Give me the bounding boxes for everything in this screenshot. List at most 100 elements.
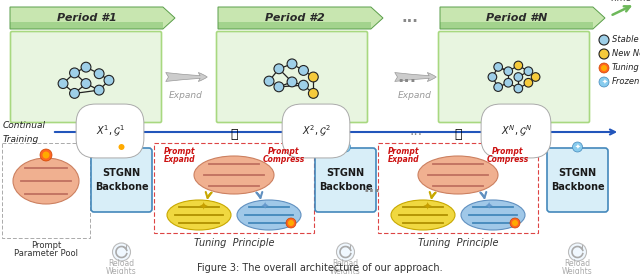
Text: Tuning: Tuning [612, 64, 640, 73]
Text: Frozen: Frozen [612, 78, 640, 87]
Text: ...: ... [410, 124, 422, 138]
Circle shape [94, 85, 104, 95]
Circle shape [531, 73, 540, 81]
Circle shape [40, 149, 52, 161]
Text: STGNN: STGNN [102, 168, 141, 178]
Circle shape [58, 79, 68, 89]
Circle shape [504, 78, 513, 87]
FancyBboxPatch shape [315, 148, 376, 212]
Circle shape [308, 72, 318, 82]
Text: Tuning  Principle: Tuning Principle [194, 238, 275, 248]
Text: 💡: 💡 [230, 129, 237, 141]
Text: STGNN: STGNN [326, 168, 365, 178]
Circle shape [308, 89, 318, 98]
Text: New Node: New Node [612, 50, 640, 59]
Text: Weights: Weights [562, 267, 593, 274]
Text: Training: Training [3, 135, 39, 144]
Circle shape [113, 243, 131, 261]
Text: Reload: Reload [332, 259, 358, 269]
Text: Expand: Expand [388, 155, 420, 164]
Text: ✦: ✦ [422, 202, 432, 212]
Circle shape [274, 64, 284, 74]
Circle shape [599, 63, 609, 73]
Circle shape [504, 67, 513, 76]
Circle shape [70, 68, 79, 78]
Text: $X^N,\mathcal{G}^N$: $X^N,\mathcal{G}^N$ [500, 124, 531, 138]
Text: ✦: ✦ [342, 144, 348, 150]
Circle shape [286, 218, 296, 228]
Circle shape [81, 79, 91, 89]
Text: Period #2: Period #2 [264, 13, 324, 23]
Text: STGNN: STGNN [559, 168, 596, 178]
Text: ✦: ✦ [198, 202, 208, 212]
Text: Expand: Expand [398, 91, 432, 100]
Text: $X^1,\mathcal{G}^1$: $X^1,\mathcal{G}^1$ [95, 124, 124, 138]
Text: ...: ... [364, 181, 380, 196]
Circle shape [340, 142, 351, 152]
Text: Prompt: Prompt [492, 147, 524, 156]
Circle shape [524, 67, 532, 76]
Circle shape [494, 83, 502, 92]
Circle shape [599, 35, 609, 45]
Text: Reload: Reload [108, 259, 134, 269]
Circle shape [512, 220, 518, 226]
Ellipse shape [461, 200, 525, 230]
Polygon shape [218, 7, 371, 29]
Circle shape [488, 73, 497, 81]
Circle shape [568, 243, 586, 261]
Text: ✦: ✦ [261, 202, 269, 212]
Text: Parameter Pool: Parameter Pool [14, 250, 78, 258]
Polygon shape [10, 22, 163, 29]
Polygon shape [593, 7, 605, 29]
Circle shape [337, 243, 355, 261]
Circle shape [510, 218, 520, 228]
Circle shape [264, 76, 274, 86]
Circle shape [514, 73, 523, 81]
Text: Reload: Reload [564, 259, 591, 269]
Text: Prompt: Prompt [31, 241, 61, 250]
Text: Prompt: Prompt [388, 147, 420, 156]
Text: Weights: Weights [330, 267, 361, 274]
Circle shape [573, 142, 582, 152]
Text: Weights: Weights [106, 267, 137, 274]
Text: Figure 3: The overall architecture of our approach.: Figure 3: The overall architecture of ou… [197, 263, 443, 273]
Text: Time: Time [610, 0, 632, 3]
Text: $X^2,\mathcal{G}^2$: $X^2,\mathcal{G}^2$ [301, 124, 330, 138]
Text: ✦: ✦ [602, 79, 608, 85]
Polygon shape [163, 7, 175, 29]
Text: Compress: Compress [487, 155, 529, 164]
Text: ✦: ✦ [575, 144, 580, 150]
Text: Expand: Expand [164, 155, 196, 164]
Text: Compress: Compress [263, 155, 305, 164]
Circle shape [118, 144, 125, 150]
Text: Backbone: Backbone [95, 182, 148, 192]
Circle shape [81, 62, 91, 72]
Polygon shape [218, 22, 371, 29]
Polygon shape [440, 22, 593, 29]
Ellipse shape [391, 200, 455, 230]
Text: Expand: Expand [169, 91, 203, 100]
Ellipse shape [13, 158, 79, 204]
Text: Prompt: Prompt [164, 147, 196, 156]
Circle shape [70, 89, 79, 98]
Circle shape [287, 59, 297, 69]
FancyBboxPatch shape [2, 143, 90, 238]
Text: Tuning  Principle: Tuning Principle [418, 238, 499, 248]
Circle shape [524, 78, 532, 87]
Text: ...: ... [401, 10, 419, 25]
Text: Backbone: Backbone [319, 182, 372, 192]
Ellipse shape [237, 200, 301, 230]
FancyBboxPatch shape [438, 32, 589, 122]
FancyBboxPatch shape [154, 143, 314, 233]
Text: Prompt: Prompt [268, 147, 300, 156]
Ellipse shape [418, 156, 498, 194]
FancyBboxPatch shape [10, 32, 161, 122]
Text: Continual: Continual [3, 121, 46, 130]
Circle shape [94, 69, 104, 79]
Circle shape [601, 65, 607, 71]
FancyBboxPatch shape [547, 148, 608, 212]
Circle shape [116, 142, 127, 152]
Circle shape [274, 82, 284, 92]
Text: Period #1: Period #1 [56, 13, 116, 23]
Circle shape [599, 49, 609, 59]
